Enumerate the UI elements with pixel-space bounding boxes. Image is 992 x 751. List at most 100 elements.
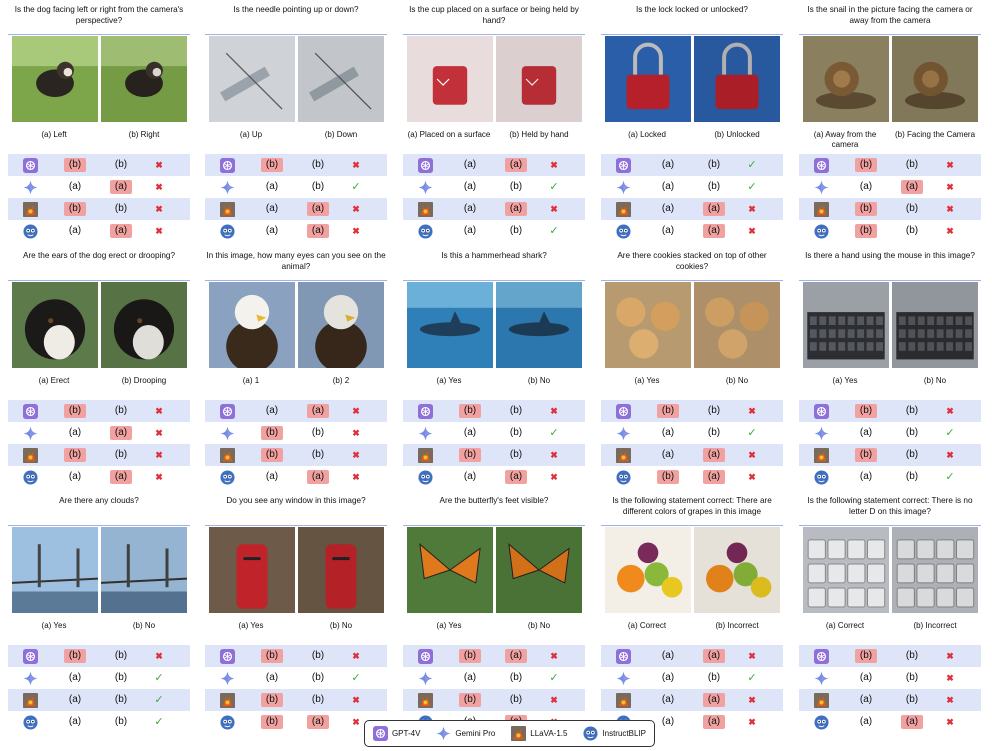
option-b-label: (b) Incorrect	[715, 621, 759, 630]
answer-image-a: (a)	[859, 181, 873, 192]
llava-icon	[219, 201, 235, 217]
snail-image	[802, 36, 889, 122]
gemini-icon	[615, 425, 631, 441]
answer-image-a: (a)	[265, 225, 279, 236]
answer-row: (a) (b) ✓	[8, 689, 190, 711]
answer-image-a: (a)	[463, 427, 477, 438]
panel-divider	[799, 280, 981, 281]
keyboard-image	[891, 282, 978, 368]
panel-divider	[403, 525, 585, 526]
gpt4v-icon	[417, 648, 433, 664]
answer-image-a: (b)	[64, 649, 86, 663]
panel-divider	[601, 525, 783, 526]
gemini-icon	[813, 425, 829, 441]
panel-divider	[403, 34, 585, 35]
answer-row: (a) (b) ✓	[799, 466, 981, 488]
option-b-label: (b) Incorrect	[913, 621, 957, 630]
answer-image-a: (a)	[661, 225, 675, 236]
llava-icon	[813, 447, 829, 463]
gpt4v-icon	[615, 648, 631, 664]
instructblip-icon	[417, 469, 433, 485]
answer-image-a: (b)	[261, 426, 283, 440]
cookies-image	[693, 282, 780, 368]
llava-icon	[615, 692, 631, 708]
cross-icon: ✖	[352, 160, 360, 170]
gemini-icon	[615, 179, 631, 195]
answer-image-a: (a)	[859, 672, 873, 683]
answer-image-b: (b)	[707, 405, 721, 416]
answer-row: (b) (b) ✖	[799, 645, 981, 667]
instructblip-icon	[22, 469, 38, 485]
answer-image-a: (a)	[265, 181, 279, 192]
answer-image-b: (b)	[707, 427, 721, 438]
gpt4v-icon	[813, 648, 829, 664]
answer-table: (b) (b) ✖ (a) (b) ✓ (b) (b) ✖ (b) (a) ✖	[205, 645, 387, 733]
keys-image	[802, 527, 889, 613]
answer-row: (b) (b) ✖	[799, 154, 981, 176]
answer-row: (a) (a) ✖	[205, 198, 387, 220]
answer-image-b: (a)	[703, 448, 725, 462]
cross-icon: ✖	[550, 160, 558, 170]
check-icon: ✓	[154, 694, 164, 706]
answer-image-b: (b)	[905, 694, 919, 705]
answer-image-a: (b)	[657, 470, 679, 484]
answer-image-b: (b)	[311, 449, 325, 460]
panel-question: Is this a hammerhead shark?	[441, 251, 547, 260]
llava-icon	[22, 201, 38, 217]
answer-image-b: (a)	[307, 202, 329, 216]
answer-row: (b) (b) ✖	[205, 422, 387, 444]
snail-image	[891, 36, 978, 122]
instructblip-icon	[615, 223, 631, 239]
gemini-icon	[813, 179, 829, 195]
keyboard-image	[802, 282, 889, 368]
answer-image-a: (b)	[64, 404, 86, 418]
answer-table: (a) (b) ✓ (a) (b) ✓ (a) (a) ✖ (a) (a) ✖	[601, 154, 783, 242]
llava-icon	[813, 201, 829, 217]
panel-divider	[8, 34, 190, 35]
gemini-icon	[219, 425, 235, 441]
panel-divider	[403, 280, 585, 281]
answer-row: (a) (b) ✓	[8, 711, 190, 733]
instructblip-icon	[813, 469, 829, 485]
answer-image-a: (b)	[261, 715, 283, 729]
answer-image-b: (b)	[114, 405, 128, 416]
panel-question: In this image, how many eyes can you see…	[206, 251, 386, 271]
answer-row: (a) (a) ✖	[205, 400, 387, 422]
panel-question: Is the lock locked or unlocked?	[636, 5, 748, 14]
instructblip-icon	[417, 223, 433, 239]
answer-image-a: (a)	[463, 159, 477, 170]
answer-image-a: (b)	[64, 448, 86, 462]
gpt4v-icon	[417, 403, 433, 419]
answer-image-b: (b)	[509, 427, 523, 438]
gpt4v-icon	[417, 157, 433, 173]
answer-image-a: (b)	[261, 693, 283, 707]
llava-icon	[22, 692, 38, 708]
option-b-label: (b) Held by hand	[509, 130, 569, 139]
answer-image-b: (b)	[707, 181, 721, 192]
option-b-label: (b) Unlocked	[714, 130, 760, 139]
instructblip-icon	[22, 223, 38, 239]
instructblip-icon	[219, 469, 235, 485]
panel-question: Are there any clouds?	[59, 496, 139, 505]
answer-row: (b) (b) ✖	[799, 198, 981, 220]
answer-row: (b) (b) ✖	[799, 444, 981, 466]
answer-row: (a) (b) ✓	[799, 422, 981, 444]
legend-label-gemini: Gemini Pro	[455, 729, 496, 738]
answer-row: (a) (a) ✖	[403, 154, 585, 176]
gemini-icon	[813, 670, 829, 686]
answer-table: (b) (b) ✖ (a) (a) ✖ (b) (b) ✖ (a) (a) ✖	[8, 154, 190, 242]
panel-question: Are the ears of the dog erect or droopin…	[22, 251, 176, 260]
postbox-image	[297, 527, 384, 613]
panel-question: Do you see any window in this image?	[226, 496, 366, 505]
gpt4v-icon	[372, 726, 388, 741]
answer-image-b: (b)	[114, 694, 128, 705]
legend-item-gpt4v: GPT-4V	[372, 726, 420, 741]
answer-image-a: (a)	[661, 181, 675, 192]
option-a-label: (a) Away from the camera	[813, 130, 877, 149]
answer-image-b: (a)	[307, 715, 329, 729]
fruit-image	[693, 527, 780, 613]
instructblip-icon	[583, 726, 598, 741]
cross-icon: ✖	[748, 472, 756, 482]
answer-row: (a) (b) ✓	[205, 176, 387, 198]
answer-image-a: (b)	[459, 404, 481, 418]
